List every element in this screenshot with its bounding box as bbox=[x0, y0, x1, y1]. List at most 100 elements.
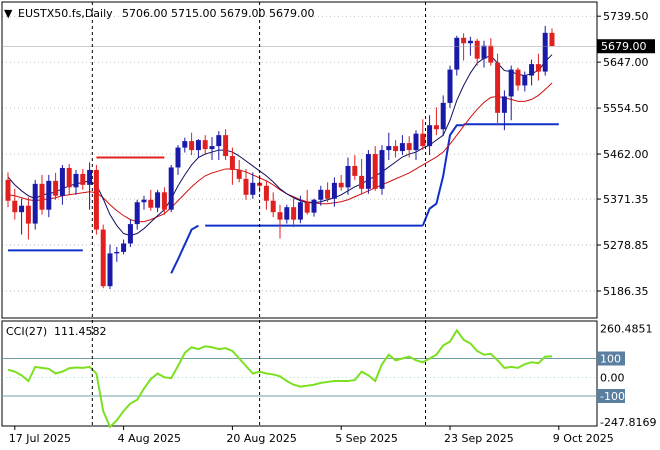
candle-bull bbox=[284, 207, 290, 220]
candle-bear bbox=[243, 178, 249, 195]
candle-bull bbox=[168, 167, 174, 210]
candle-bull bbox=[73, 173, 79, 188]
candle-bear bbox=[488, 45, 494, 63]
candle-bear bbox=[39, 183, 45, 210]
candle-bull bbox=[413, 133, 419, 151]
candle-bear bbox=[223, 135, 229, 157]
candle-bull bbox=[107, 253, 113, 287]
candle-bull bbox=[141, 199, 147, 203]
candle-bear bbox=[515, 69, 521, 86]
x-tick-label: 17 Jul 2025 bbox=[9, 432, 71, 445]
candle-bull bbox=[250, 182, 256, 195]
candle-bull bbox=[155, 192, 161, 208]
candle-bear bbox=[325, 189, 331, 199]
price-tick-label: 5186.35 bbox=[603, 285, 649, 298]
candle-bull bbox=[399, 143, 405, 152]
candle-bull bbox=[114, 251, 120, 254]
candle-bear bbox=[161, 192, 167, 210]
x-tick-label: 20 Aug 2025 bbox=[226, 432, 296, 445]
candle-bull bbox=[134, 202, 140, 225]
candle-bull bbox=[427, 125, 433, 147]
candle-bear bbox=[270, 200, 276, 213]
candle-bear bbox=[535, 64, 541, 72]
candle-bear bbox=[474, 40, 480, 59]
cci-level-tag bbox=[597, 389, 625, 403]
candle-bull bbox=[121, 243, 127, 252]
candle-bear bbox=[236, 169, 242, 179]
symbol-label: EUSTX50.fs,Daily bbox=[18, 7, 113, 20]
cci-tick-label: -100 bbox=[600, 390, 625, 403]
candle-bear bbox=[461, 37, 467, 44]
candle-bear bbox=[80, 173, 86, 185]
candle-bull bbox=[447, 69, 453, 103]
candle-bear bbox=[372, 154, 378, 189]
candle-bull bbox=[379, 150, 385, 189]
candle-bear bbox=[66, 167, 72, 188]
candle-bear bbox=[359, 175, 365, 189]
cci-panel bbox=[1, 320, 598, 429]
candle-bull bbox=[46, 180, 52, 210]
price-panel-frame bbox=[1, 1, 598, 319]
candle-bull bbox=[87, 169, 93, 185]
x-tick-label: 5 Sep 2025 bbox=[335, 432, 398, 445]
cci-panel-frame bbox=[1, 320, 598, 427]
ohlc-readout: 5706.00 5715.00 5679.00 5679.00 bbox=[122, 7, 314, 20]
candle-bull bbox=[467, 40, 473, 44]
candle-bear bbox=[263, 185, 269, 201]
candle-bull bbox=[216, 135, 222, 147]
candle-bull bbox=[345, 165, 351, 188]
price-panel bbox=[1, 1, 598, 319]
menu-glyph[interactable]: ▼ bbox=[4, 7, 13, 20]
candle-bull bbox=[529, 64, 535, 76]
stop-line-segment bbox=[170, 224, 199, 274]
candle-bull bbox=[501, 96, 507, 113]
candle-bull bbox=[59, 167, 65, 196]
candle-bear bbox=[549, 32, 555, 47]
price-tick-label: 5647.00 bbox=[603, 56, 649, 69]
candle-bull bbox=[175, 147, 181, 168]
cci-tick-label: 100 bbox=[600, 353, 621, 366]
candle-bull bbox=[318, 189, 324, 200]
candle-bull bbox=[542, 32, 548, 72]
candle-bear bbox=[304, 202, 310, 213]
candle-bear bbox=[420, 133, 426, 147]
price-tick-label: 5554.50 bbox=[603, 102, 649, 115]
cci-value: 111.4582 bbox=[54, 325, 107, 338]
candle-bear bbox=[433, 125, 439, 130]
candle-bull bbox=[195, 140, 201, 151]
candle-bull bbox=[32, 183, 38, 224]
candle-bear bbox=[406, 143, 412, 151]
x-tick-label: 9 Oct 2025 bbox=[553, 432, 614, 445]
candle-bull bbox=[508, 69, 514, 97]
stop-line-segment bbox=[421, 124, 464, 226]
candle-bull bbox=[386, 146, 392, 151]
candle-bear bbox=[277, 212, 283, 220]
candle-bear bbox=[100, 229, 106, 287]
candle-bear bbox=[352, 165, 358, 176]
candle-bull bbox=[209, 146, 215, 150]
price-tick-label: 5739.50 bbox=[603, 10, 649, 23]
axes: 5739.50 5647.00 5554.50 5462.00 5371.35 5278.… bbox=[9, 2, 656, 445]
candle-bear bbox=[393, 146, 399, 152]
candle-bear bbox=[229, 156, 235, 170]
price-tick-label: 5278.85 bbox=[603, 239, 649, 252]
candle-bull bbox=[440, 102, 446, 130]
cci-title: CCI(27) bbox=[6, 325, 47, 338]
cci-line bbox=[7, 328, 553, 429]
cci-tick-label: -247.8169 bbox=[600, 416, 656, 429]
candle-bear bbox=[93, 169, 99, 230]
candle-bear bbox=[5, 179, 11, 201]
price-tick-label: 5462.00 bbox=[603, 148, 649, 161]
candle-bull bbox=[182, 141, 188, 148]
candle-bull bbox=[331, 182, 337, 199]
candle-bull bbox=[297, 202, 303, 220]
candle-bull bbox=[127, 224, 133, 244]
candle-bear bbox=[189, 141, 195, 151]
candle-bull bbox=[311, 199, 317, 213]
candle-bull bbox=[19, 205, 25, 213]
candle-bear bbox=[291, 207, 297, 220]
current-price-label: 5679.00 bbox=[601, 40, 647, 53]
x-tick-label: 4 Aug 2025 bbox=[118, 432, 181, 445]
cci-tick-label: 260.4851 bbox=[600, 322, 653, 335]
